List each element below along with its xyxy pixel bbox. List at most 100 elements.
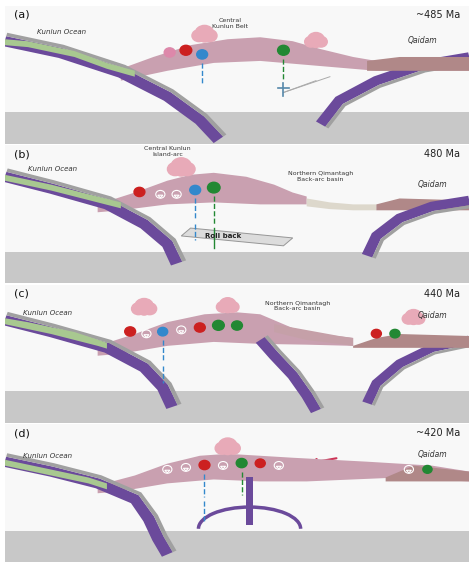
Polygon shape (160, 333, 165, 336)
Circle shape (305, 36, 317, 47)
Polygon shape (5, 285, 469, 423)
Polygon shape (5, 531, 469, 562)
Polygon shape (274, 324, 353, 346)
Text: Central
Kunlun Belt: Central Kunlun Belt (212, 18, 248, 29)
Polygon shape (5, 252, 469, 283)
Polygon shape (425, 470, 430, 473)
Circle shape (134, 187, 145, 197)
Polygon shape (386, 466, 469, 482)
Text: ~485 Ma: ~485 Ma (416, 10, 460, 20)
Polygon shape (3, 457, 173, 557)
Circle shape (236, 458, 247, 467)
Circle shape (132, 303, 146, 315)
Circle shape (158, 327, 168, 336)
Polygon shape (374, 335, 379, 337)
Polygon shape (5, 318, 107, 349)
Circle shape (219, 438, 237, 454)
Polygon shape (192, 191, 198, 194)
Polygon shape (215, 327, 222, 330)
Circle shape (402, 314, 415, 324)
Text: (d): (d) (14, 428, 30, 438)
Polygon shape (98, 312, 353, 356)
Circle shape (203, 30, 217, 41)
Polygon shape (181, 228, 293, 246)
Circle shape (255, 459, 265, 467)
Polygon shape (376, 198, 469, 210)
Text: Qaidam: Qaidam (417, 449, 447, 458)
Text: Central Kunlun
Island-arc: Central Kunlun Island-arc (144, 147, 191, 157)
Circle shape (135, 299, 154, 314)
Circle shape (125, 327, 136, 336)
Circle shape (199, 461, 210, 470)
Polygon shape (199, 56, 205, 59)
Circle shape (194, 323, 205, 332)
Polygon shape (210, 189, 217, 193)
Polygon shape (362, 196, 470, 257)
Polygon shape (98, 173, 307, 212)
Text: Kunlun Ocean: Kunlun Ocean (37, 29, 86, 35)
Polygon shape (121, 37, 469, 81)
Polygon shape (167, 53, 173, 57)
Polygon shape (280, 51, 287, 55)
Circle shape (409, 316, 419, 324)
Polygon shape (3, 315, 178, 409)
Text: 480 Ma: 480 Ma (424, 149, 460, 160)
Polygon shape (6, 33, 227, 137)
Polygon shape (201, 466, 208, 469)
Circle shape (315, 36, 327, 47)
Polygon shape (316, 52, 470, 127)
Polygon shape (256, 337, 321, 413)
Circle shape (423, 465, 432, 473)
Text: Kunlun Ocean: Kunlun Ocean (23, 453, 73, 459)
Text: (a): (a) (14, 10, 30, 20)
Text: Northern Qimantagh
Back-arc basin: Northern Qimantagh Back-arc basin (265, 300, 330, 311)
Circle shape (197, 50, 208, 59)
Circle shape (405, 310, 422, 324)
Polygon shape (362, 336, 471, 404)
Polygon shape (325, 61, 471, 128)
Polygon shape (353, 334, 469, 348)
Polygon shape (5, 39, 135, 77)
Circle shape (215, 442, 229, 454)
Polygon shape (182, 51, 189, 55)
Circle shape (199, 32, 210, 42)
Circle shape (171, 158, 191, 175)
Circle shape (180, 162, 195, 176)
Text: Qaidam: Qaidam (417, 311, 447, 320)
Polygon shape (372, 344, 471, 406)
Circle shape (308, 32, 324, 47)
Polygon shape (264, 335, 324, 409)
Circle shape (217, 302, 229, 312)
Polygon shape (127, 332, 133, 336)
Circle shape (164, 48, 175, 57)
Circle shape (167, 162, 183, 176)
Circle shape (192, 30, 206, 41)
Polygon shape (257, 464, 263, 467)
Text: (c): (c) (14, 289, 29, 299)
Circle shape (390, 329, 400, 338)
Polygon shape (3, 172, 182, 265)
Polygon shape (5, 391, 469, 423)
Text: 440 Ma: 440 Ma (424, 289, 460, 299)
Polygon shape (197, 328, 203, 332)
Polygon shape (246, 478, 253, 525)
Circle shape (223, 304, 233, 312)
Text: (b): (b) (14, 149, 30, 160)
Text: Kunlun Ocean: Kunlun Ocean (23, 311, 73, 316)
Polygon shape (137, 193, 143, 196)
Circle shape (143, 303, 156, 315)
Circle shape (227, 302, 239, 312)
Polygon shape (5, 145, 469, 283)
Circle shape (190, 185, 201, 195)
Circle shape (371, 329, 382, 338)
Circle shape (226, 442, 240, 454)
Polygon shape (5, 6, 469, 144)
Text: Northern Qimantagh
Back-arc basin: Northern Qimantagh Back-arc basin (288, 171, 353, 182)
Text: Qaidam: Qaidam (408, 36, 438, 45)
Circle shape (180, 45, 192, 55)
Polygon shape (3, 36, 223, 143)
Polygon shape (98, 454, 469, 493)
Circle shape (219, 298, 236, 312)
Text: ~420 Ma: ~420 Ma (416, 428, 460, 438)
Circle shape (175, 166, 187, 176)
